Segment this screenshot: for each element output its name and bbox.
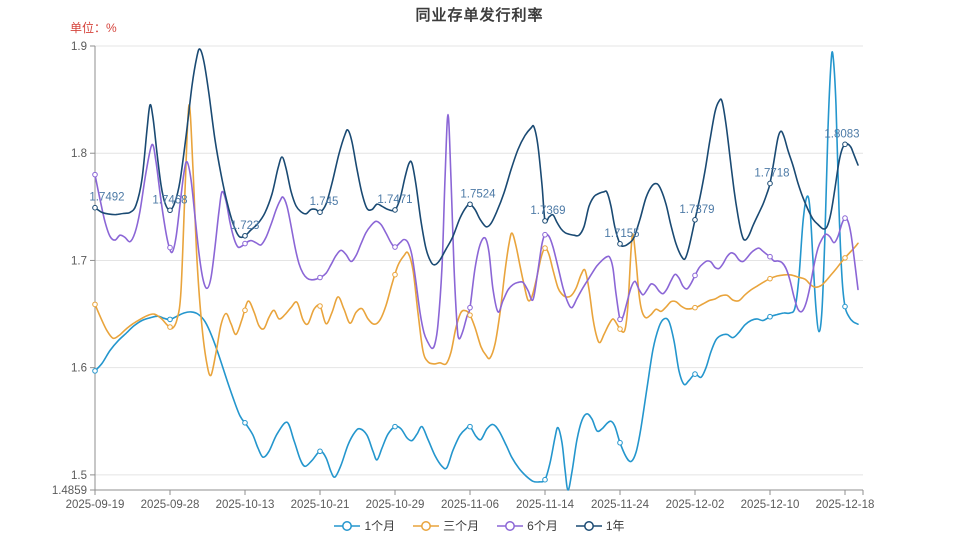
data-point-marker [317, 274, 323, 281]
data-point-marker [617, 326, 623, 332]
legend-marker-icon [334, 520, 361, 531]
x-tick-label: 2025-10-21 [291, 499, 350, 511]
point-label: 1.745 [310, 196, 339, 208]
y-tick-label: 1.9 [71, 41, 87, 53]
data-point-marker [467, 201, 473, 208]
x-tick-label: 2025-09-19 [66, 499, 125, 511]
data-point-marker [317, 448, 323, 455]
legend-item-3[interactable]: 1年 [575, 517, 625, 534]
data-point-marker [692, 217, 698, 223]
point-label: 1.7471 [377, 194, 412, 206]
legend-item-2[interactable]: 6个月 [497, 517, 558, 534]
x-tick-label: 2025-10-29 [366, 499, 425, 511]
data-point-marker [92, 171, 98, 178]
data-point-marker [767, 313, 773, 320]
data-point-marker [767, 253, 773, 260]
data-point-marker [842, 215, 848, 221]
x-tick-label: 2025-12-10 [741, 499, 800, 511]
x-tick-label: 2025-11-14 [516, 499, 575, 511]
data-point-marker [392, 207, 398, 213]
y-tick-label: 1.8 [71, 148, 87, 160]
unit-label: 单位：% [70, 21, 117, 35]
data-point-marker [692, 272, 698, 279]
data-point-marker [167, 244, 173, 251]
data-point-marker [467, 304, 473, 311]
y-tick-label: 1.6 [71, 363, 87, 375]
point-label: 1.8083 [824, 128, 859, 140]
data-point-marker [92, 368, 98, 374]
data-point-marker [392, 244, 398, 250]
legend-marker-icon [497, 520, 524, 531]
data-point-marker [242, 240, 248, 247]
x-tick-label: 2025-11-24 [591, 499, 650, 511]
data-point-marker [842, 255, 848, 261]
data-point-marker [692, 304, 698, 311]
data-point-marker [542, 476, 548, 483]
legend-marker-icon [413, 520, 440, 531]
legend-label: 6个月 [527, 519, 558, 533]
data-point-marker [92, 204, 98, 211]
data-point-marker [842, 303, 848, 310]
data-point-marker [842, 141, 848, 148]
point-label: 1.7524 [460, 188, 496, 200]
y-tick-label: 1.4859 [52, 485, 87, 497]
point-label: 1.723 [231, 220, 260, 232]
data-point-marker [242, 232, 248, 239]
x-tick-label: 2025-12-02 [666, 499, 725, 511]
point-label: 1.7369 [530, 205, 565, 217]
data-point-marker [542, 245, 548, 251]
data-point-marker [242, 307, 248, 314]
data-point-marker [242, 420, 248, 426]
data-point-marker [317, 209, 323, 215]
x-tick-label: 2025-12-18 [816, 499, 875, 511]
data-point-marker [542, 218, 548, 224]
x-tick-label: 2025-10-13 [216, 499, 275, 511]
x-tick-label: 2025-09-28 [141, 499, 200, 511]
data-point-markers [92, 141, 848, 483]
legend-label: 1年 [605, 519, 625, 533]
legend: 1个月 三个月 6个月 1年 [0, 517, 959, 534]
legend-marker-icon [575, 520, 602, 531]
data-point-marker [467, 423, 473, 430]
data-point-marker [167, 324, 173, 330]
y-tick-label: 1.5 [71, 470, 87, 482]
data-point-marker [617, 439, 623, 446]
legend-label: 三个月 [443, 519, 480, 533]
data-point-marker [617, 241, 623, 247]
series-line-3 [94, 48, 859, 266]
point-label: 1.7492 [89, 192, 124, 204]
data-point-marker [167, 316, 173, 323]
legend-item-1[interactable]: 三个月 [413, 517, 479, 534]
chart-title: 同业存单发行利率 [415, 7, 544, 24]
series-lines [94, 48, 859, 491]
point-labels: 1.7492 1.7468 1.723 1.745 1.7471 1.7524 1.7369… [89, 128, 859, 240]
data-point-marker [617, 316, 623, 323]
data-point-marker [392, 423, 398, 430]
legend-item-0[interactable]: 1个月 [334, 517, 395, 534]
point-label: 1.7155 [604, 228, 639, 240]
y-tick-label: 1.7 [71, 255, 87, 267]
gridlines [95, 45, 863, 476]
data-point-marker [317, 303, 323, 309]
series-line-0 [94, 50, 859, 491]
point-label: 1.7718 [754, 167, 789, 179]
point-label: 1.7379 [679, 204, 714, 216]
data-point-marker [92, 301, 98, 308]
data-point-marker [167, 207, 173, 214]
axes: 1.9 1.8 1.7 1.6 1.5 1.4859 2025-09-19 2025-09-2… [52, 41, 875, 511]
series-line-2 [94, 113, 859, 350]
data-point-marker [467, 312, 473, 318]
series-line-1 [94, 104, 859, 377]
point-label: 1.7468 [152, 194, 187, 206]
legend-label: 1个月 [364, 519, 396, 533]
data-point-marker [542, 231, 548, 238]
data-point-marker [767, 180, 773, 187]
data-point-marker [692, 371, 698, 377]
data-point-marker [392, 271, 398, 278]
x-tick-label: 2025-11-06 [441, 499, 499, 511]
data-point-marker [767, 275, 773, 282]
